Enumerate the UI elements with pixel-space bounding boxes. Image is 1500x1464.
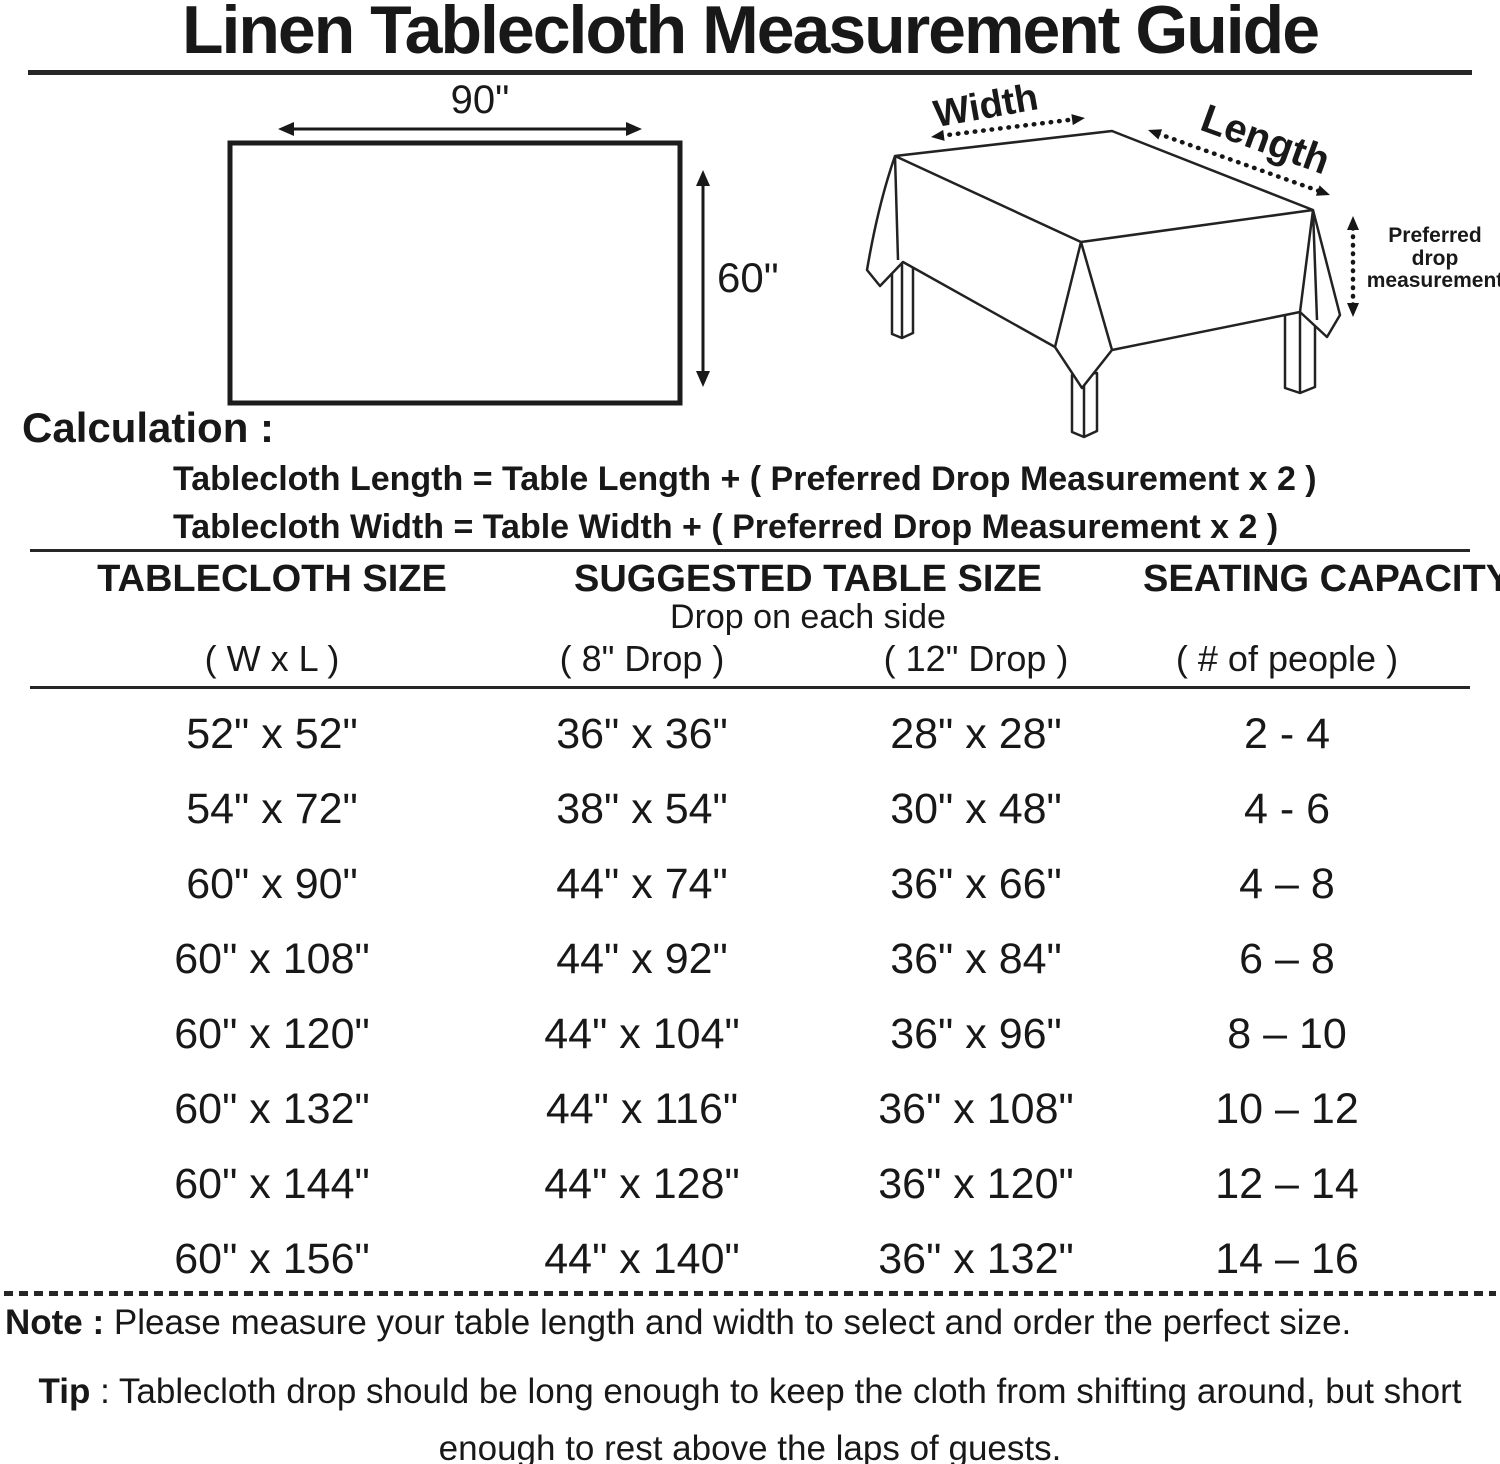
calculation-formulas: Tablecloth Length = Table Length + ( Pre… (173, 455, 1317, 551)
table-row: 60" x 90" 44" x 74" 36" x 66" 4 – 8 (0, 847, 1500, 922)
illustration-length-label: Length (1195, 96, 1335, 183)
cell-12-drop: 36" x 120" (878, 1160, 1074, 1208)
header-seating-capacity: SEATING CAPACITY (1143, 558, 1500, 600)
cell-seating: 8 – 10 (1227, 1010, 1347, 1058)
title-divider (28, 70, 1472, 75)
cell-8-drop: 44" x 116" (545, 1085, 739, 1133)
width-dimension-label: 90" (451, 80, 510, 122)
cell-seating: 4 – 8 (1239, 860, 1335, 908)
calculation-divider (30, 549, 1470, 552)
table-row: 60" x 144" 44" x 128" 36" x 120" 12 – 14 (0, 1147, 1500, 1222)
cell-8-drop: 44" x 104" (544, 1010, 740, 1058)
cell-tablecloth-size: 52" x 52" (186, 710, 358, 758)
cell-12-drop: 36" x 66" (890, 860, 1062, 908)
unit-8-drop: ( 8" Drop ) (559, 638, 725, 679)
cell-8-drop: 38" x 54" (556, 785, 728, 833)
table-row: 60" x 156" 44" x 140" 36" x 132" 14 – 16 (0, 1222, 1500, 1297)
header-suggested-table-size: SUGGESTED TABLE SIZE (573, 558, 1042, 600)
table-row: 60" x 120" 44" x 104" 36" x 96" 8 – 10 (0, 997, 1500, 1072)
calculation-heading: Calculation : (22, 404, 275, 451)
tablecloth-rectangle (227, 140, 683, 406)
cell-tablecloth-size: 60" x 144" (174, 1160, 370, 1208)
tablecloth-drape (865, 129, 1342, 390)
drop-measurement-label-line3: measurement (1367, 269, 1500, 292)
tip-text: Tip : Tablecloth drop should be long eno… (0, 1363, 1500, 1464)
cell-12-drop: 28" x 28" (890, 710, 1062, 758)
cell-8-drop: 44" x 74" (556, 860, 728, 908)
note-body: Please measure your table length and wid… (104, 1303, 1352, 1342)
tip-body: : Tablecloth drop should be long enough … (90, 1372, 1462, 1464)
unit-w-x-l: ( W x L ) (204, 638, 340, 679)
unit-12-drop: ( 12" Drop ) (883, 638, 1069, 679)
drop-measurement-label-line2: drop (1412, 247, 1459, 270)
header-divider (30, 686, 1470, 689)
table-row: 54" x 72" 38" x 54" 30" x 48" 4 - 6 (0, 772, 1500, 847)
cell-tablecloth-size: 60" x 108" (174, 935, 370, 983)
length-arrow (1148, 129, 1330, 196)
height-dimension-label: 60" (717, 254, 779, 301)
size-table: TABLECLOTH SIZE SUGGESTED TABLE SIZE SEA… (0, 558, 1500, 1297)
note-text: Note : Please measure your table length … (5, 1303, 1499, 1343)
subheader-drop-on-each-side: Drop on each side (670, 598, 946, 636)
cell-8-drop: 44" x 128" (544, 1160, 740, 1208)
cell-seating: 10 – 12 (1215, 1085, 1359, 1133)
tip-label: Tip (38, 1372, 91, 1411)
width-arrow (278, 122, 642, 136)
page-title: Linen Tablecloth Measurement Guide (181, 0, 1320, 68)
cell-12-drop: 36" x 108" (878, 1085, 1074, 1133)
cell-tablecloth-size: 60" x 156" (174, 1235, 370, 1283)
table-row: 52" x 52" 36" x 36" 28" x 28" 2 - 4 (0, 697, 1500, 772)
cell-tablecloth-size: 60" x 90" (186, 860, 358, 908)
formula-width: Tablecloth Width = Table Width + ( Prefe… (173, 508, 1279, 546)
cell-8-drop: 36" x 36" (556, 710, 728, 758)
cell-seating: 6 – 8 (1239, 935, 1335, 983)
flat-tablecloth-diagram: 90" 60" (227, 80, 779, 406)
cell-tablecloth-size: 54" x 72" (186, 785, 358, 833)
table-legs (890, 254, 1317, 439)
header-tablecloth-size: TABLECLOTH SIZE (97, 558, 447, 600)
cell-tablecloth-size: 60" x 120" (174, 1010, 370, 1058)
cell-12-drop: 36" x 96" (890, 1010, 1062, 1058)
cell-seating: 4 - 6 (1243, 785, 1331, 833)
table-row: 60" x 108" 44" x 92" 36" x 84" 6 – 8 (0, 922, 1500, 997)
unit-number-of-people: ( # of people ) (1175, 638, 1399, 679)
cell-12-drop: 36" x 84" (890, 935, 1062, 983)
table-header-row: TABLECLOTH SIZE SUGGESTED TABLE SIZE SEA… (0, 558, 1500, 600)
cell-12-drop: 36" x 132" (878, 1235, 1074, 1283)
table-subheader-row: Drop on each side (0, 598, 1500, 636)
note-label: Note : (5, 1303, 105, 1342)
cell-seating: 2 - 4 (1243, 710, 1331, 758)
drop-arrow (1347, 216, 1359, 317)
drop-measurement-label-line1: Preferred (1388, 224, 1481, 247)
table-units-row: ( W x L ) ( 8" Drop ) ( 12" Drop ) ( # o… (0, 632, 1500, 686)
cell-8-drop: 44" x 140" (544, 1235, 740, 1283)
cell-8-drop: 44" x 92" (556, 935, 728, 983)
dashed-divider (4, 1291, 1496, 1296)
height-arrow (696, 170, 710, 387)
cell-seating: 12 – 14 (1215, 1160, 1359, 1208)
table-illustration: Width Length Preferred drop measurement (865, 76, 1500, 439)
cell-12-drop: 30" x 48" (890, 785, 1062, 833)
formula-length: Tablecloth Length = Table Length + ( Pre… (173, 460, 1317, 498)
cell-seating: 14 – 16 (1215, 1235, 1359, 1283)
cell-tablecloth-size: 60" x 132" (174, 1085, 370, 1133)
width-arrow (931, 114, 1085, 141)
table-row: 60" x 132" 44" x 116" 36" x 108" 10 – 12 (0, 1072, 1500, 1147)
